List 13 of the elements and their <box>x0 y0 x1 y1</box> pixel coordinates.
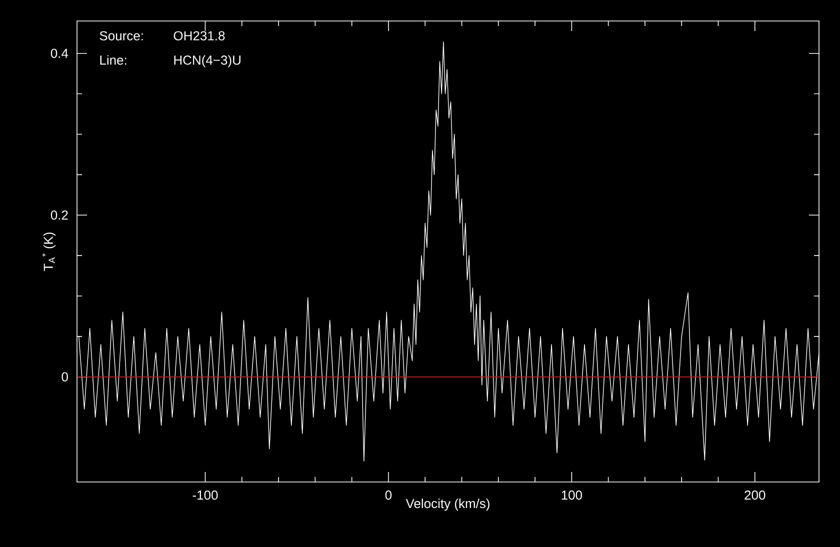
x-tick-label: -100 <box>192 490 218 500</box>
y-tick-label: 0 <box>62 372 68 382</box>
y-tick-label: 0.4 <box>50 48 68 58</box>
y-axis-title: T$_{A}$$^{*}$ (K) <box>42 232 56 271</box>
x-tick-label: 100 <box>562 490 582 500</box>
x-tick-label: 0 <box>385 490 392 500</box>
x-axis-title: Velocity (km/s) <box>406 498 490 511</box>
annotation: Line: <box>100 55 126 65</box>
annotation: HCN(4−3)U <box>174 55 240 68</box>
y-tick-label: 0.2 <box>50 210 68 220</box>
x-tick-label: 200 <box>744 490 766 500</box>
annotation: OH231.8 <box>174 31 225 40</box>
annotation: Source: <box>100 31 143 40</box>
